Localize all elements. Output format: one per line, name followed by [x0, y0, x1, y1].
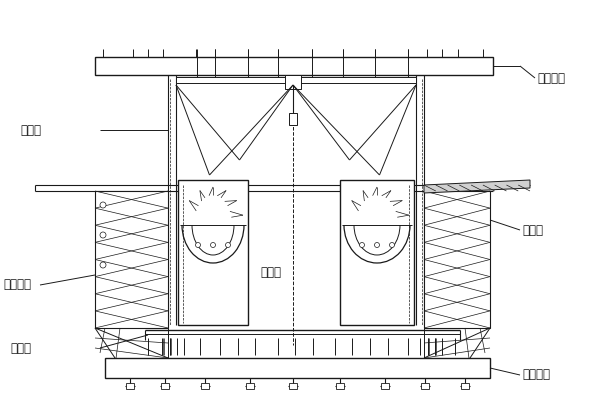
Bar	[161, 383, 169, 389]
Bar	[178, 180, 248, 325]
Bar	[95, 57, 493, 75]
Bar	[461, 383, 469, 389]
Circle shape	[100, 262, 106, 268]
Bar	[176, 77, 416, 83]
Bar	[201, 383, 209, 389]
Text: 内导梁: 内导梁	[260, 265, 281, 278]
Bar	[340, 180, 414, 325]
Bar	[126, 383, 134, 389]
Text: 前下横梁: 前下横梁	[522, 369, 550, 381]
Circle shape	[375, 243, 380, 248]
Circle shape	[196, 243, 200, 248]
Circle shape	[100, 232, 106, 238]
Bar	[289, 383, 297, 389]
Text: 外导梁: 外导梁	[522, 223, 543, 237]
Bar	[289, 113, 297, 125]
Polygon shape	[424, 180, 530, 193]
Bar	[421, 383, 429, 389]
Text: 底纵梁: 底纵梁	[10, 342, 31, 354]
Circle shape	[100, 202, 106, 208]
Text: 前上横梁: 前上横梁	[537, 72, 565, 84]
Circle shape	[359, 243, 365, 248]
Bar	[381, 383, 389, 389]
Circle shape	[390, 243, 394, 248]
Bar	[336, 383, 344, 389]
Text: 外模系统: 外模系统	[3, 278, 31, 292]
Bar	[95, 191, 168, 328]
Bar	[424, 191, 490, 328]
Circle shape	[211, 243, 215, 248]
Bar	[246, 383, 254, 389]
Circle shape	[225, 243, 231, 248]
Text: 菱形架: 菱形架	[20, 124, 41, 136]
Bar	[285, 75, 301, 89]
Bar	[105, 358, 490, 378]
